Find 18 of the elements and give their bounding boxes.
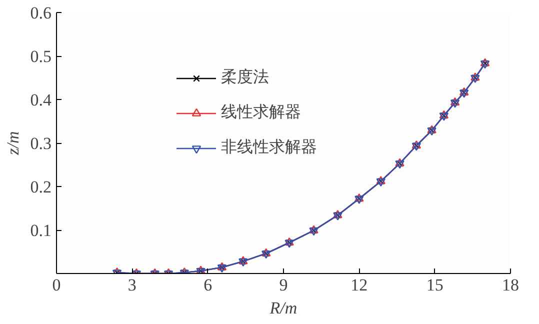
x-tick-label: 0	[52, 276, 61, 294]
y-tick-label: 0.3	[30, 134, 52, 153]
x-tick-label: 18	[502, 276, 519, 294]
y-tick-label: 0.1	[30, 221, 52, 240]
legend-label: 非线性求解器	[221, 137, 317, 158]
x-tick-label: 3	[128, 276, 136, 294]
y-tick-label: 0.5	[30, 47, 52, 66]
legend-label: 柔度法	[221, 67, 269, 88]
x-tick-label: 6	[204, 276, 212, 294]
y-tick-label: 0.2	[30, 178, 52, 196]
y-tick-label: 0.4	[30, 90, 52, 110]
y-axis-title: z/m	[3, 131, 22, 156]
y-tick-label: 0.6	[30, 4, 52, 22]
x-tick-label: 15	[426, 276, 444, 294]
x-axis-title: R/m	[268, 298, 298, 318]
x-tick-label: 9	[279, 276, 288, 294]
legend-label: 线性求解器	[221, 102, 301, 123]
x-tick-label: 12	[350, 276, 368, 294]
